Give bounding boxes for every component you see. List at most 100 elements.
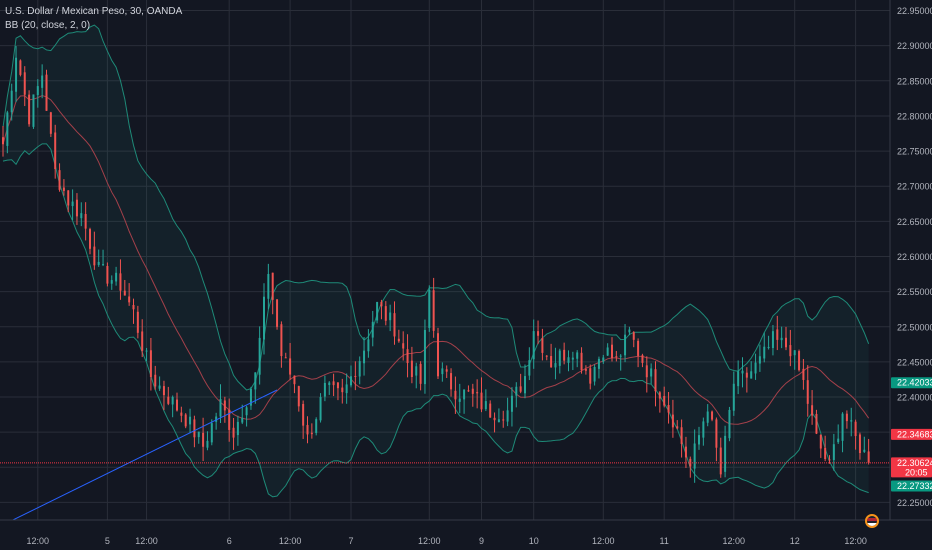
candle-body	[645, 365, 648, 378]
time-tick-label: 7	[348, 536, 353, 546]
candle-body	[658, 392, 661, 399]
candle-body	[267, 273, 270, 299]
candle-body	[715, 419, 718, 448]
candle-body	[637, 340, 640, 356]
candle-body	[785, 337, 787, 348]
candle-body	[750, 371, 753, 379]
candle-body	[136, 311, 139, 333]
candle-body	[176, 399, 178, 411]
candle-body	[271, 272, 274, 300]
candle-body	[671, 414, 674, 428]
candle-body	[467, 390, 470, 392]
price-tick-label: 22.85000	[897, 76, 932, 86]
candle-body	[254, 372, 257, 390]
candle-body	[58, 170, 61, 190]
candle-body	[854, 421, 857, 437]
candle-body	[706, 411, 709, 423]
candle-body	[497, 419, 500, 423]
candle-body	[75, 199, 78, 217]
candle-body	[223, 400, 226, 411]
candle-body	[571, 357, 574, 360]
candle-body	[558, 350, 561, 366]
symbol-legend[interactable]: U.S. Dollar / Mexican Peso, 30, OANDA	[5, 6, 183, 17]
indicator-legend[interactable]: BB (20, close, 2, 0)	[5, 20, 91, 31]
candle-body	[32, 94, 35, 127]
candle-body	[54, 132, 57, 170]
price-tick-label: 22.80000	[897, 111, 932, 121]
candle-body	[184, 414, 187, 427]
us-flag-icon[interactable]	[865, 514, 879, 528]
candle-body	[837, 438, 840, 443]
candle-body	[306, 424, 309, 435]
candle-body	[606, 347, 609, 356]
candle-body	[284, 357, 287, 359]
candle-body	[819, 435, 822, 449]
candle-body	[293, 375, 296, 385]
candle-body	[363, 350, 366, 364]
candle-body	[793, 350, 796, 356]
candle-body	[310, 432, 313, 435]
candle-body	[754, 362, 757, 374]
candle-body	[297, 386, 300, 407]
candle-body	[537, 331, 540, 336]
candle-body	[663, 395, 666, 406]
time-tick-label: 10	[529, 536, 539, 546]
candle-body	[206, 440, 209, 448]
candle-body	[732, 383, 735, 411]
candle-body	[489, 403, 492, 418]
candle-body	[358, 361, 361, 377]
candle-body	[684, 446, 687, 458]
candle-body	[145, 350, 148, 352]
candle-body	[576, 352, 579, 359]
candle-body	[628, 329, 631, 333]
candle-body	[93, 246, 96, 266]
candle-body	[867, 451, 870, 463]
price-tick-label: 22.50000	[897, 322, 932, 332]
candle-body	[811, 405, 814, 416]
price-tag-label: 22.34683	[897, 429, 932, 439]
candle-body	[406, 349, 409, 364]
candle-body	[423, 329, 426, 385]
candle-body	[384, 306, 387, 321]
candle-body	[528, 360, 531, 376]
candle-body	[393, 313, 396, 337]
time-tick-label: 12:00	[27, 536, 50, 546]
candle-body	[428, 289, 431, 328]
candle-body	[541, 338, 544, 353]
candle-body	[89, 229, 91, 249]
price-tick-label: 22.25000	[897, 498, 932, 508]
candle-body	[824, 447, 827, 460]
candle-body	[584, 369, 587, 371]
candle-body	[258, 337, 261, 375]
candle-body	[415, 366, 418, 376]
candle-body	[550, 356, 553, 368]
candle-body	[711, 411, 714, 420]
candle-body	[806, 380, 809, 404]
candle-body	[654, 369, 657, 392]
candle-body	[693, 443, 696, 469]
candle-body	[123, 290, 126, 296]
candle-body	[458, 398, 461, 402]
candle-body	[323, 382, 326, 397]
candle-body	[41, 75, 44, 88]
candle-body	[132, 304, 135, 310]
price-tag	[891, 480, 932, 492]
candle-body	[115, 272, 118, 282]
candle-body	[10, 90, 13, 113]
candle-body	[741, 370, 744, 374]
candle-body	[815, 413, 818, 434]
candle-body	[180, 412, 183, 416]
price-tick-label: 22.60000	[897, 252, 932, 262]
candle-body	[389, 312, 392, 321]
candle-body	[745, 372, 748, 378]
time-tick-label: 12:00	[135, 536, 158, 546]
time-tick-label: 12:00	[279, 536, 302, 546]
price-tag	[891, 457, 932, 478]
candle-body	[371, 321, 374, 338]
candle-body	[80, 213, 83, 219]
candle-body	[6, 112, 9, 146]
candle-body	[445, 369, 448, 372]
candle-body	[841, 413, 844, 441]
